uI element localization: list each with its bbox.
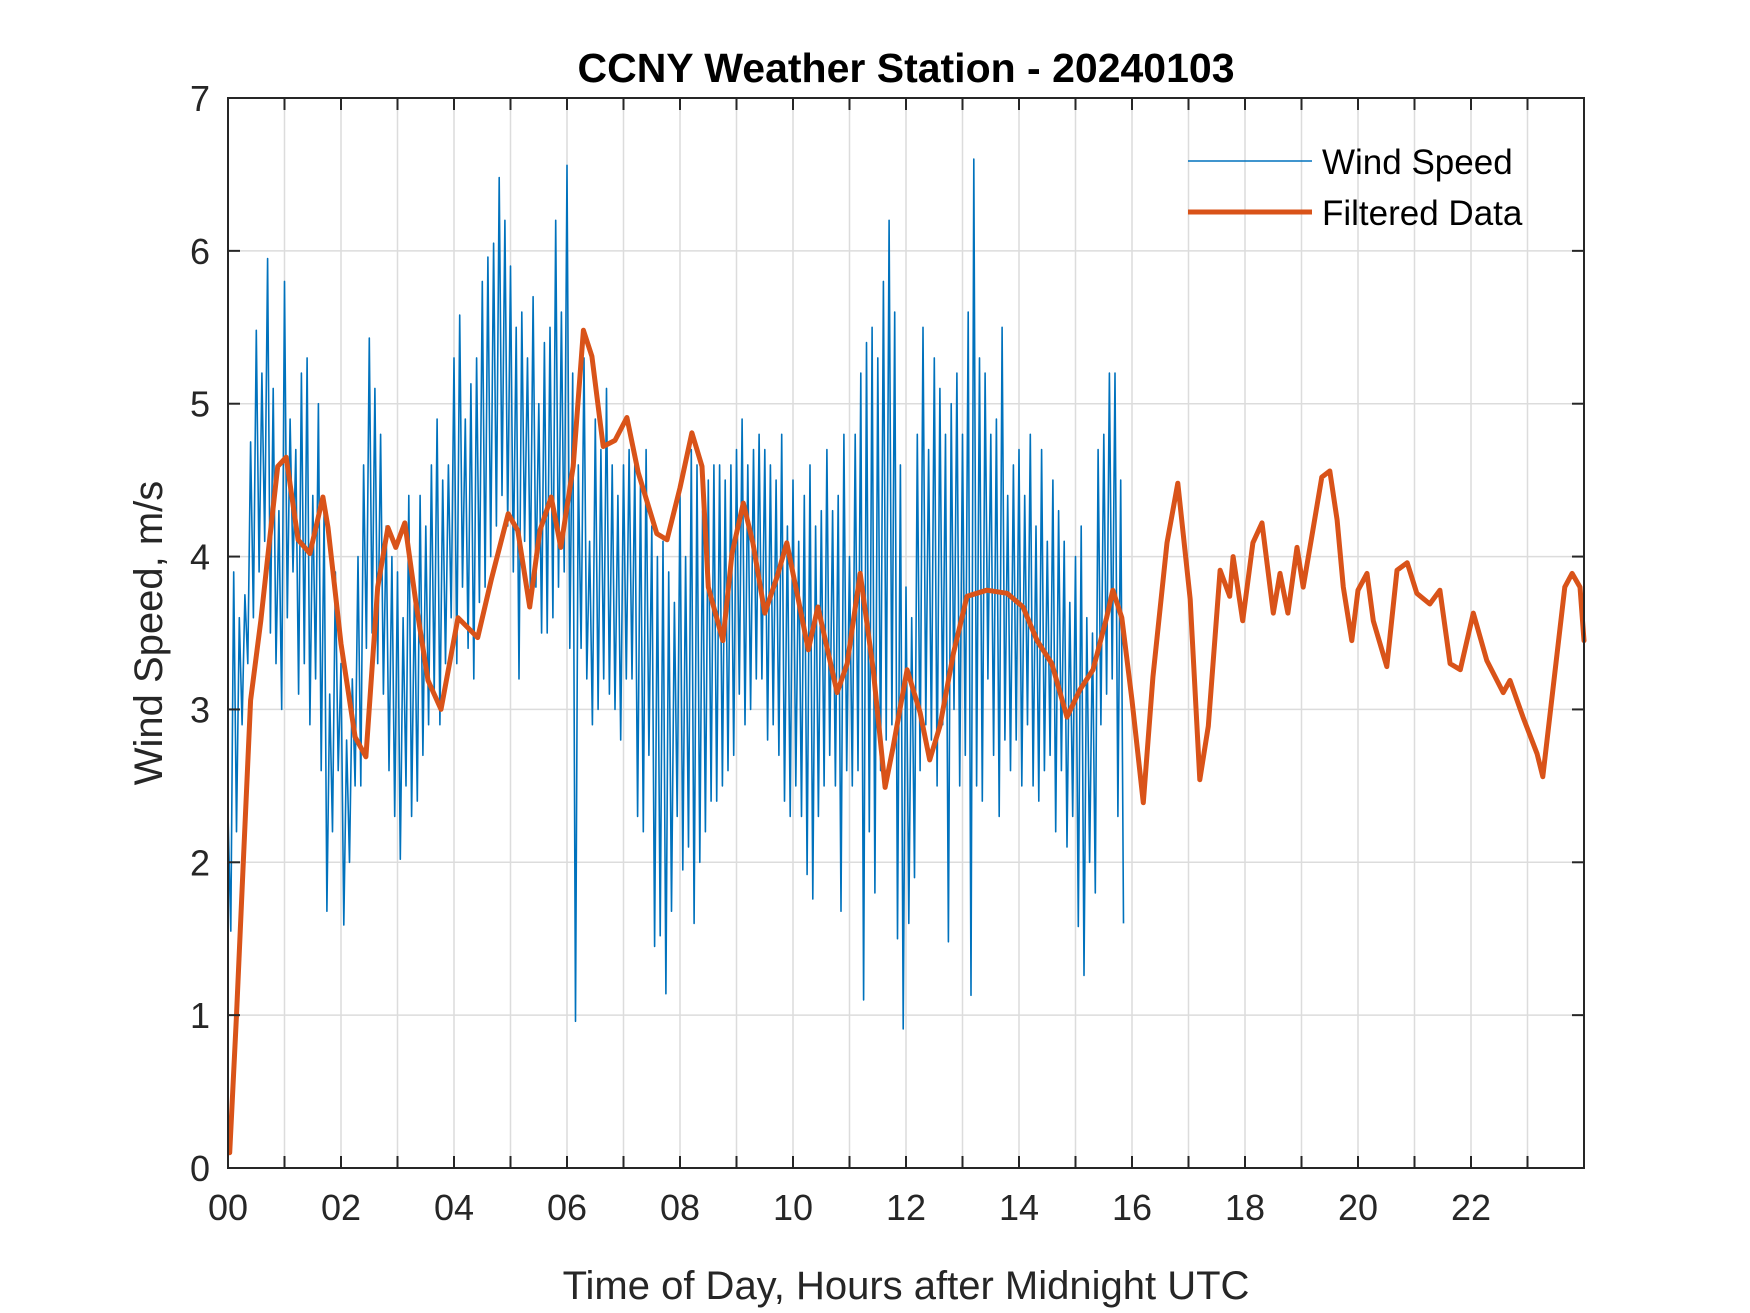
- x-tick-label: 14: [999, 1187, 1039, 1228]
- y-tick-label: 0: [190, 1148, 210, 1189]
- axis-ticks: [227, 97, 1584, 1169]
- x-tick-label: 16: [1112, 1187, 1152, 1228]
- x-tick-label: 04: [434, 1187, 474, 1228]
- y-tick-label: 5: [190, 384, 210, 425]
- chart-title: CCNY Weather Station - 20240103: [577, 45, 1234, 91]
- legend-filtered-data-label: Filtered Data: [1322, 194, 1523, 233]
- legend-wind-speed-label: Wind Speed: [1322, 143, 1513, 182]
- x-axis-label: Time of Day, Hours after Midnight UTC: [563, 1264, 1250, 1308]
- x-tick-label: 00: [208, 1187, 248, 1228]
- y-tick-label: 6: [190, 231, 210, 272]
- grid: [227, 98, 1584, 1168]
- x-tick-labels: 00 02 04 06 08 10 12 14 16 18 20 22: [208, 1187, 1491, 1228]
- x-tick-label: 20: [1338, 1187, 1378, 1228]
- x-tick-label: 18: [1225, 1187, 1265, 1228]
- y-tick-label: 3: [190, 689, 210, 730]
- filtered-data-series: [227, 327, 1587, 1156]
- x-tick-label: 08: [660, 1187, 700, 1228]
- x-tick-label: 22: [1451, 1187, 1491, 1228]
- legend: Wind Speed Filtered Data: [1188, 143, 1523, 233]
- y-tick-label: 7: [190, 78, 210, 119]
- x-tick-label: 12: [886, 1187, 926, 1228]
- y-tick-labels: 0 1 2 3 4 5 6 7: [190, 78, 210, 1189]
- filtered-data-line: [227, 327, 1587, 1156]
- y-tick-label: 2: [190, 842, 210, 883]
- y-axis-label: Wind Speed, m/s: [127, 481, 171, 786]
- y-tick-label: 4: [190, 537, 210, 578]
- x-tick-label: 10: [773, 1187, 813, 1228]
- x-tick-label: 06: [547, 1187, 587, 1228]
- x-tick-label: 02: [321, 1187, 361, 1228]
- y-tick-label: 1: [190, 995, 210, 1036]
